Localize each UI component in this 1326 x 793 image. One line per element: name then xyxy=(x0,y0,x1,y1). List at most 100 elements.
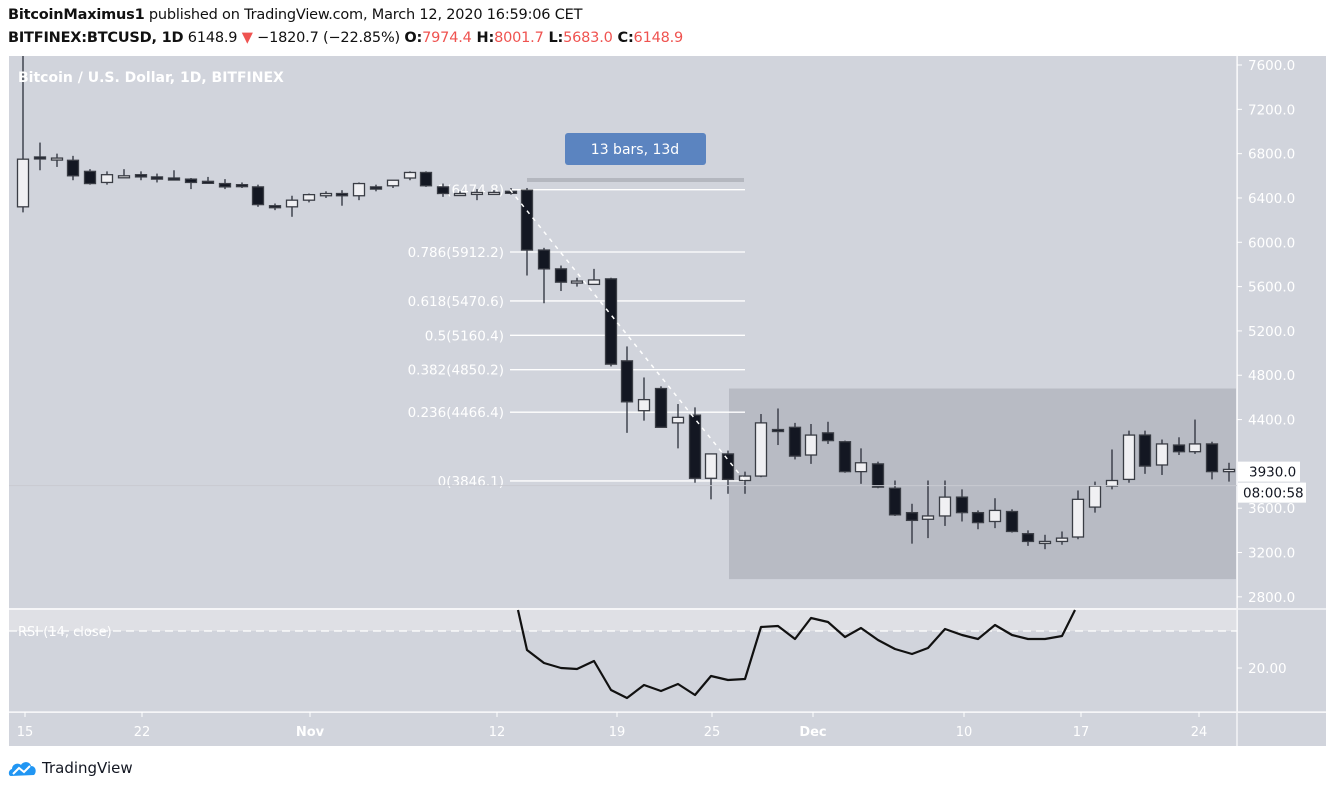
candle xyxy=(838,440,852,473)
candle xyxy=(637,377,651,421)
fib-level-label: 0.786(5912.2) xyxy=(408,245,504,261)
rsi-indicator: 20.00 xyxy=(9,609,1287,700)
candle xyxy=(1071,490,1085,540)
price-tick: 4400.0 xyxy=(1248,413,1295,429)
candle xyxy=(871,461,885,489)
price-tick: 5200.0 xyxy=(1248,324,1295,340)
close-label: C: xyxy=(612,30,634,46)
chart-title: Bitcoin / U.S. Dollar, 1D, BITFINEX xyxy=(18,70,284,86)
candle xyxy=(1122,430,1136,483)
down-arrow-icon: ▼ xyxy=(241,30,253,46)
current-price-tag: 3930.0 08:00:58 xyxy=(9,461,1306,503)
time-tick: 19 xyxy=(609,725,626,740)
candle xyxy=(453,191,467,197)
candle xyxy=(487,190,501,196)
fib-retracement-drawing[interactable]: 1(6474.8)0.786(5912.2)0.618(5470.6)0.5(5… xyxy=(408,178,745,490)
tradingview-brand[interactable]: TradingView xyxy=(8,758,133,778)
candle xyxy=(537,247,551,304)
candle xyxy=(302,193,316,203)
candle xyxy=(33,142,47,171)
candle xyxy=(1138,430,1152,474)
price-tick: 6000.0 xyxy=(1248,235,1295,251)
candle xyxy=(671,404,685,449)
price-tick: 4800.0 xyxy=(1248,368,1295,384)
candle xyxy=(520,187,534,276)
time-axis[interactable] xyxy=(9,713,1326,746)
candle xyxy=(1038,534,1052,550)
price-tick: 7200.0 xyxy=(1248,102,1295,118)
price-change: −1820.7 (−22.85%) xyxy=(252,30,405,46)
candle xyxy=(16,56,30,213)
price-tick: 2800.0 xyxy=(1248,590,1295,606)
candle xyxy=(754,414,768,478)
candle xyxy=(721,450,735,494)
candle xyxy=(386,179,400,188)
candle xyxy=(369,184,383,192)
candle xyxy=(470,189,484,201)
candle xyxy=(854,448,868,484)
price-tick: 3200.0 xyxy=(1248,546,1295,562)
publish-text: published on TradingView.com, March 12, … xyxy=(144,7,583,23)
candle xyxy=(419,171,433,187)
candle xyxy=(1188,419,1202,454)
candle xyxy=(654,386,668,428)
tradingview-logo-icon xyxy=(8,762,36,776)
time-tick: Dec xyxy=(799,725,826,740)
candle xyxy=(1005,509,1019,533)
open-value: 7974.4 xyxy=(422,30,472,46)
price-chart[interactable]: 1(6474.8)0.786(5912.2)0.618(5470.6)0.5(5… xyxy=(9,56,1326,746)
candle xyxy=(50,153,64,167)
candle xyxy=(988,498,1002,529)
candle xyxy=(604,277,618,367)
low-label: L: xyxy=(543,30,564,46)
candle xyxy=(771,408,785,446)
time-tick: 10 xyxy=(956,725,973,740)
bar-countdown: 08:00:58 xyxy=(1243,486,1304,502)
candle xyxy=(971,510,985,530)
candle xyxy=(688,407,702,483)
time-tick: Nov xyxy=(296,725,325,740)
candle xyxy=(905,503,919,544)
candle xyxy=(1205,441,1219,480)
candle xyxy=(804,423,818,464)
candle xyxy=(554,265,568,292)
candle xyxy=(83,169,97,185)
candle xyxy=(788,422,802,460)
candle xyxy=(921,480,935,539)
candle xyxy=(66,155,80,181)
candle xyxy=(403,171,417,181)
candle xyxy=(134,171,148,181)
candle xyxy=(821,421,835,444)
chart-container[interactable]: 1(6474.8) 0.786(5912.2) 0.618(5470.6) 0.5(5… xyxy=(9,56,1326,746)
time-axis-labels: 15 22 Nov 12 19 25 Dec 10 17 24 xyxy=(17,712,1207,740)
price-axis[interactable] xyxy=(1238,56,1326,712)
measure-label[interactable]: 13 bars, 13d xyxy=(565,133,706,165)
candle xyxy=(738,471,752,494)
candle xyxy=(218,179,232,190)
last-price: 6148.9 xyxy=(183,30,238,46)
high-label: H: xyxy=(471,30,495,46)
time-tick: 17 xyxy=(1073,725,1090,740)
rsi-line xyxy=(516,609,1076,700)
candle xyxy=(184,178,198,190)
candle xyxy=(704,453,718,500)
price-tick: 5600.0 xyxy=(1248,280,1295,296)
range-box-rect[interactable] xyxy=(729,388,1236,580)
price-tick: 6800.0 xyxy=(1248,147,1295,163)
open-label: O: xyxy=(404,30,423,46)
candle xyxy=(285,195,299,217)
publish-info: BitcoinMaximus1 published on TradingView… xyxy=(8,7,582,23)
price-tick: 6400.0 xyxy=(1248,191,1295,207)
measure-label-text: 13 bars, 13d xyxy=(591,142,679,158)
rectangle-drawing[interactable] xyxy=(729,388,1236,580)
candle xyxy=(235,182,249,188)
time-tick: 12 xyxy=(489,725,506,740)
candle xyxy=(1172,437,1186,456)
low-value: 5683.0 xyxy=(563,30,613,46)
fib-level-label: 0.5(5160.4) xyxy=(425,328,504,344)
close-value: 6148.9 xyxy=(633,30,684,46)
symbol-ohlc-line: BITFINEX:BTCUSD, 1D 6148.9 ▼ −1820.7 (−2… xyxy=(8,30,683,46)
candle xyxy=(150,173,164,183)
price-axis-labels: 7600.0 7200.0 6800.0 6400.0 6000.0 5600.0 5200… xyxy=(1237,58,1295,606)
time-tick: 25 xyxy=(704,725,721,740)
